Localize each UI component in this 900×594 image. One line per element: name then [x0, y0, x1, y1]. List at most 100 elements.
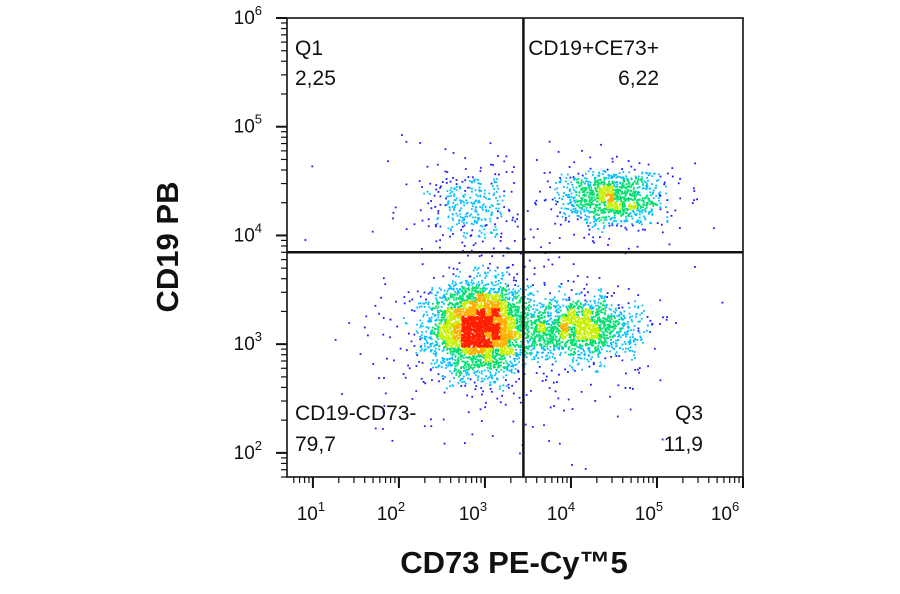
data-point [578, 311, 580, 313]
data-point [486, 364, 489, 367]
data-point [503, 350, 505, 353]
data-point [652, 197, 655, 200]
data-point [594, 218, 597, 221]
data-point [580, 182, 583, 185]
data-point [491, 352, 494, 355]
data-point [474, 242, 477, 245]
data-point [583, 195, 585, 197]
data-point [567, 347, 570, 349]
data-point [606, 168, 609, 171]
data-point [494, 235, 497, 238]
data-point [489, 206, 491, 209]
data-point [597, 183, 600, 185]
data-point [502, 376, 505, 379]
data-point [442, 275, 445, 278]
data-point [444, 297, 447, 300]
data-point [460, 285, 463, 288]
data-point [584, 303, 587, 305]
data-point [550, 317, 553, 320]
data-point [630, 206, 633, 209]
data-point [348, 322, 351, 324]
data-point [510, 306, 513, 309]
data-point [465, 213, 468, 216]
data-point [467, 363, 470, 366]
data-point [581, 188, 583, 190]
data-point [593, 210, 596, 213]
data-point [462, 357, 465, 359]
data-point [584, 182, 586, 185]
data-point [622, 212, 624, 215]
data-point [567, 173, 569, 176]
data-point [603, 212, 605, 214]
data-point [467, 301, 470, 304]
data-point [559, 309, 562, 312]
data-point [530, 316, 533, 319]
data-point [568, 190, 571, 192]
data-point [475, 362, 478, 365]
data-point [504, 403, 507, 406]
data-point [469, 366, 472, 368]
data-point [509, 318, 512, 321]
data-point [431, 332, 434, 335]
data-point [585, 200, 588, 203]
data-point [451, 217, 454, 220]
data-point [445, 341, 448, 343]
data-point [645, 171, 647, 174]
data-point [608, 180, 610, 183]
data-point [488, 350, 490, 352]
data-point [530, 313, 532, 315]
data-point [532, 342, 535, 345]
data-point [465, 366, 468, 368]
data-point [580, 200, 583, 203]
data-point [443, 442, 446, 445]
data-point [549, 345, 552, 348]
data-point [504, 366, 506, 369]
data-point [459, 341, 462, 344]
data-point [616, 191, 618, 193]
data-point [620, 328, 622, 331]
data-point [474, 267, 477, 269]
data-point [612, 187, 614, 189]
data-point [580, 201, 583, 204]
data-point [597, 179, 599, 182]
data-point [588, 311, 591, 314]
data-point [650, 208, 653, 211]
data-point [526, 298, 529, 300]
data-point [473, 277, 476, 280]
data-point [646, 195, 649, 198]
data-point [489, 269, 491, 272]
data-point [587, 303, 590, 306]
data-point [597, 209, 599, 212]
data-point [405, 322, 408, 325]
data-point [571, 203, 574, 206]
data-point [382, 333, 385, 336]
data-point [602, 307, 605, 310]
data-point [518, 332, 521, 335]
data-point [449, 286, 452, 289]
data-point [622, 181, 625, 184]
data-point [514, 325, 516, 328]
data-point [455, 197, 458, 200]
data-point [516, 213, 519, 216]
data-point [595, 308, 598, 311]
data-point [639, 210, 642, 213]
data-point [415, 365, 418, 367]
data-point [642, 203, 644, 206]
data-point [380, 296, 382, 299]
data-point [468, 275, 471, 278]
data-point [481, 377, 483, 380]
data-point [546, 337, 548, 340]
data-point [459, 379, 462, 382]
data-point [492, 365, 495, 368]
data-point [599, 361, 602, 364]
data-point [555, 203, 558, 206]
data-point [591, 197, 593, 200]
data-point [621, 201, 624, 204]
data-point [588, 325, 590, 328]
data-point [623, 331, 626, 334]
data-point [429, 350, 432, 353]
data-point [597, 336, 600, 338]
data-point [569, 314, 571, 316]
data-point [512, 357, 515, 360]
data-point [606, 186, 608, 189]
